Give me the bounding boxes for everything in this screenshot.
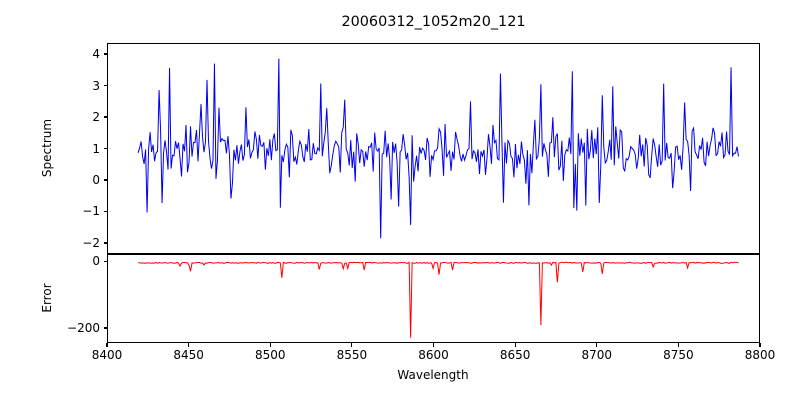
error-series <box>108 255 759 342</box>
x-tick-label: 8550 <box>336 348 368 362</box>
spectrum-y-tickmark <box>103 210 107 213</box>
x-tick-label: 8400 <box>91 348 123 362</box>
x-tickmark <box>759 343 761 347</box>
spectrum-plot-panel <box>107 43 760 254</box>
x-tick-label: 8600 <box>418 348 449 362</box>
spectrum-y-tick-label: 2 <box>92 110 100 124</box>
x-tick-label: 8500 <box>254 348 286 362</box>
error-plot-panel <box>107 254 760 343</box>
spectrum-y-tick-label: 4 <box>92 47 100 62</box>
x-tick-label: 8450 <box>173 348 204 362</box>
spectrum-y-tickmark <box>103 53 107 55</box>
spectrum-y-tick-label: −2 <box>82 235 100 250</box>
spectrum-y-tick-label: 1 <box>92 141 100 156</box>
x-tick-label: 8650 <box>499 348 531 362</box>
x-tickmark <box>269 343 271 347</box>
spectrum-y-tick-label: 3 <box>92 78 100 93</box>
error-y-tickmark <box>103 260 107 262</box>
x-tickmark <box>106 343 108 347</box>
spectrum-y-tick-label: 0 <box>92 172 100 187</box>
x-tick-label: 8750 <box>663 348 694 362</box>
error-y-tick-label: 0 <box>92 254 100 269</box>
spectrum-y-tickmark <box>103 179 107 181</box>
x-tickmark <box>188 343 190 347</box>
error-y-tick-label: −200 <box>67 321 100 335</box>
spectrum-y-tickmark <box>103 242 107 244</box>
x-tickmark <box>351 343 353 347</box>
spectrum-y-tickmark <box>103 147 107 150</box>
x-tick-label: 8700 <box>581 348 613 362</box>
spectrum-series <box>108 44 759 253</box>
x-tickmark <box>514 343 516 347</box>
x-tickmark <box>677 343 679 347</box>
spectrum-y-tick-label: −1 <box>82 204 100 219</box>
spectrum-y-tickmark <box>103 84 107 87</box>
page-title: 20060312_1052m20_121 <box>341 14 526 30</box>
spectrum-y-tickmark <box>103 116 107 118</box>
error-y-axis-label: Error <box>40 283 54 313</box>
x-axis-label: Wavelength <box>397 368 469 382</box>
x-tickmark <box>596 343 598 347</box>
error-y-tickmark <box>103 327 107 329</box>
x-tickmark <box>432 343 435 347</box>
x-tick-label: 8800 <box>744 348 776 362</box>
